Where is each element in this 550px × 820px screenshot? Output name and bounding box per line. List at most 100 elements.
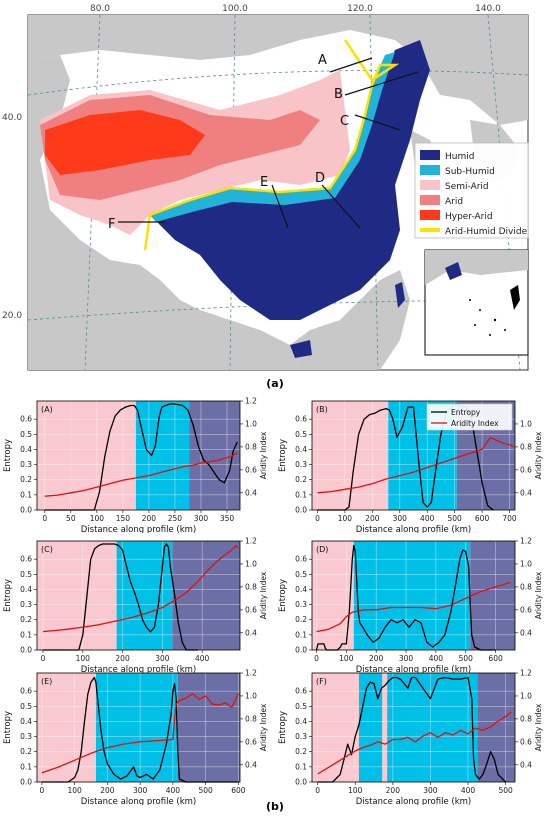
plot-frame	[36, 540, 241, 651]
y2-tick-label: 0.8	[245, 714, 257, 723]
x-axis-label: Distance along profile (km)	[81, 525, 197, 533]
profile-chart-f: 0 100 200 300 400 500 0.0 0.1 0.2 0.3 0.4 0.5 0.6 0.4…	[278, 669, 543, 806]
x-tick-label: 100	[348, 786, 363, 795]
legend-swatch	[420, 195, 440, 205]
x-tick-label: 300	[133, 786, 148, 795]
y-tick-label: 0.5	[20, 430, 32, 439]
y-axis-label: Entropy	[3, 439, 13, 472]
panel-label: (C)	[41, 545, 53, 554]
chart-legend: Entropy Aridity Index	[426, 403, 513, 431]
x-tick-label: 600	[475, 514, 490, 523]
lon-label-80: 80.0	[90, 4, 110, 14]
y2-axis-label: Aridity Index	[534, 703, 543, 751]
profile-label-d: D	[315, 171, 325, 186]
x-tick-label: 100	[67, 786, 82, 795]
zone-band-semi-arid	[37, 401, 136, 510]
aridity-map: 80.0 100.0 120.0 140.0 40.0 20.0 A B C D…	[2, 4, 529, 371]
panel-label: (F)	[316, 677, 327, 686]
y-axis-label: Entropy	[278, 579, 288, 612]
map-legend-item: Semi-Arid	[420, 180, 489, 192]
x-axis-label: Distance along profile (km)	[356, 665, 472, 673]
legend-entry: Entropy	[451, 408, 481, 417]
y-tick-label: 0.4	[295, 585, 307, 594]
profile-label-a: A	[318, 53, 327, 68]
x-tick-label: 600	[488, 654, 503, 663]
y2-tick-label: 0.8	[520, 442, 532, 451]
aridity-index-line	[317, 711, 512, 775]
y2-tick-label: 0.4	[520, 488, 532, 497]
x-tick-label: 200	[365, 514, 380, 523]
inset-islands	[469, 285, 520, 336]
legend-swatch	[420, 165, 440, 175]
x-tick-label: 200	[142, 514, 157, 523]
panel-label: (B)	[316, 405, 328, 414]
land-west	[28, 55, 300, 370]
plot-frame	[311, 540, 516, 651]
zone-band-sub-humid	[358, 673, 383, 782]
zone-band-sub-humid	[353, 541, 471, 650]
land-north	[28, 15, 528, 125]
legend-swatch	[420, 150, 440, 160]
y2-axis-label: Aridity Index	[259, 431, 268, 479]
y-tick-label: 0.5	[295, 430, 307, 439]
profile-chart-b: 0 100 200 300 400 500 600 700 0.0 0.1 0.2 0.3 0.4 0.5…	[278, 400, 543, 533]
y-tick-label: 0.6	[295, 687, 307, 696]
y2-tick-label: 0.8	[245, 442, 257, 451]
y-tick-label: 0.4	[295, 445, 307, 454]
profile-label-e: E	[260, 175, 268, 190]
y-tick-label: 0.0	[20, 506, 32, 515]
x-tick-label: 50	[66, 514, 76, 523]
aridity-index-line	[44, 452, 238, 497]
y-tick-label: 0.4	[295, 717, 307, 726]
profile-lines	[118, 57, 419, 229]
x-tick-label: 0	[42, 514, 47, 523]
x-tick-label: 300	[155, 654, 170, 663]
y2-tick-label: 1.2	[245, 537, 257, 546]
legend-entry: Aridity Index	[451, 419, 499, 428]
legend-label: Arid	[445, 197, 463, 207]
x-tick-label: 500	[198, 786, 213, 795]
aridity-index-line	[316, 581, 511, 633]
x-tick-label: 600	[231, 786, 246, 795]
y2-tick-label: 1.0	[245, 419, 257, 428]
y-axis-label: Entropy	[3, 579, 13, 612]
plot-frame	[36, 672, 241, 783]
y-tick-label: 0.1	[20, 490, 32, 499]
y2-axis-label: Aridity Index	[534, 431, 543, 479]
legend-swatch	[420, 210, 440, 220]
y-tick-label: 0.0	[295, 646, 307, 655]
x-tick-label: 400	[429, 654, 444, 663]
legend-label: Sub-Humid	[445, 167, 495, 177]
profile-label-c: C	[340, 114, 349, 129]
y-tick-label: 0.6	[295, 555, 307, 564]
x-tick-label: 200	[115, 654, 130, 663]
panel-label: (A)	[41, 405, 53, 414]
x-tick-label: 100	[90, 514, 105, 523]
entropy-line	[44, 403, 238, 511]
y-axis-label: Entropy	[3, 711, 13, 744]
x-axis-label: Distance along profile (km)	[81, 665, 197, 673]
x-tick-label: 500	[498, 786, 513, 795]
entropy-line	[41, 676, 239, 783]
x-tick-label: 400	[195, 654, 210, 663]
y-tick-label: 0.5	[20, 570, 32, 579]
y2-tick-label: 0.6	[520, 465, 532, 474]
x-tick-label: 500	[459, 654, 474, 663]
y2-tick-label: 0.4	[245, 628, 257, 637]
y-tick-label: 0.3	[20, 460, 32, 469]
figure-label-a: (a)	[266, 377, 284, 390]
lat-label-20: 20.0	[2, 311, 22, 321]
y-tick-label: 0.6	[20, 555, 32, 564]
map-legend-item: Arid	[420, 195, 463, 207]
x-tick-label: 100	[339, 654, 354, 663]
y-axis-label: Entropy	[278, 439, 288, 472]
x-tick-label: 200	[386, 786, 401, 795]
y-tick-label: 0.3	[295, 460, 307, 469]
zone-band-semi-arid	[37, 541, 117, 650]
entropy-line	[315, 544, 496, 651]
y2-tick-label: 1.0	[245, 691, 257, 700]
y2-tick-label: 1.0	[520, 691, 532, 700]
y2-tick-label: 0.6	[520, 737, 532, 746]
y2-tick-label: 0.6	[520, 605, 532, 614]
entropy-line	[317, 676, 507, 783]
